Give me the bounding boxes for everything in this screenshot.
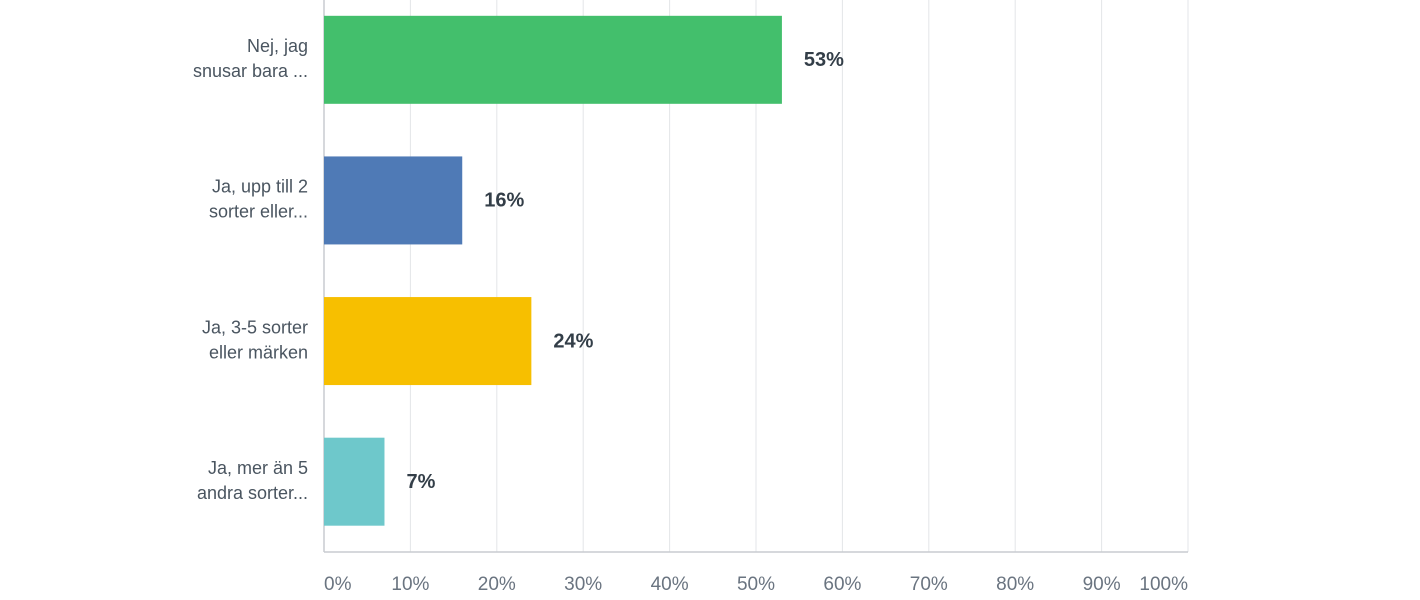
category-label: Ja, upp till 2 [212,177,308,197]
x-tick-label: 10% [391,574,429,595]
bar [324,15,782,104]
x-tick-label: 80% [996,574,1034,595]
x-tick-label: 30% [564,574,602,595]
value-label: 24% [553,330,593,352]
x-tick-label: 40% [651,574,689,595]
category-label: snusar bara ... [193,61,308,81]
category-label: Ja, mer än 5 [208,458,308,478]
value-label: 16% [484,190,524,212]
category-label: eller märken [209,342,308,362]
value-label: 53% [804,49,844,71]
bar [324,297,532,386]
x-tick-label: 90% [1083,574,1121,595]
category-label: Ja, 3-5 sorter [202,317,308,337]
x-tick-label: 70% [910,574,948,595]
bar [324,156,463,245]
x-tick-label: 50% [737,574,775,595]
category-label: andra sorter... [197,483,308,503]
x-tick-label: 0% [324,574,352,595]
x-tick-label: 100% [1139,574,1188,595]
category-label: sorter eller... [209,202,308,222]
x-tick-label: 60% [823,574,861,595]
bar [324,437,385,526]
x-tick-label: 20% [478,574,516,595]
category-label: Nej, jag [247,36,308,56]
value-label: 7% [406,471,435,493]
